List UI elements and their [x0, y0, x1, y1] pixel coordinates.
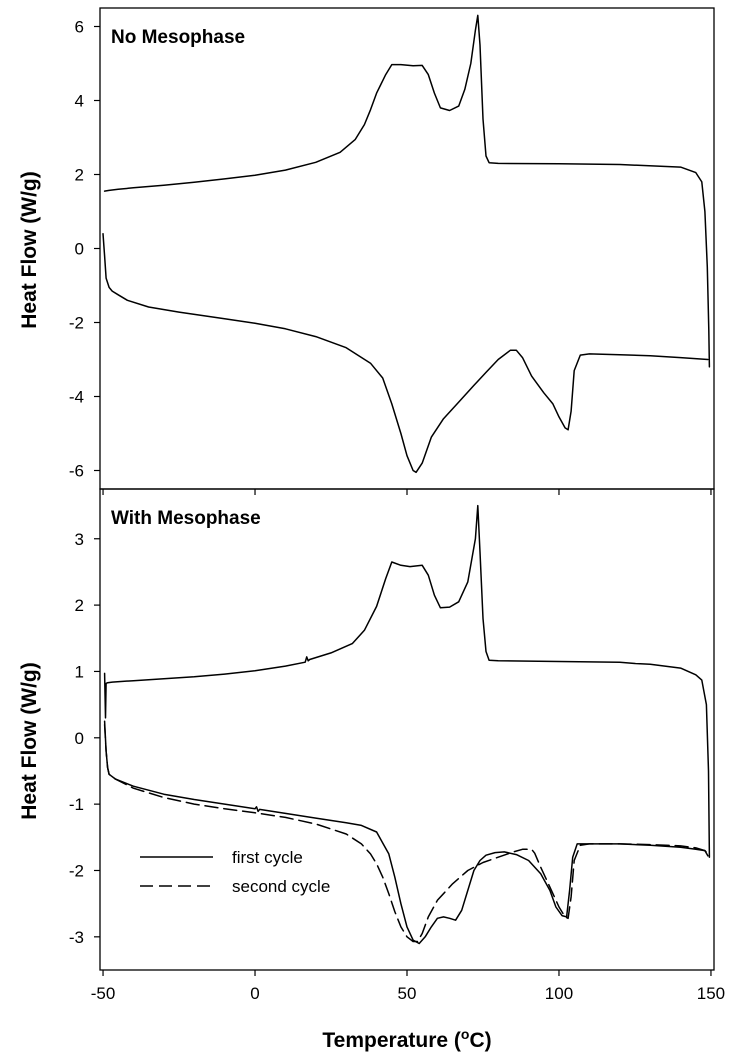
- x-tick-label: -50: [91, 984, 116, 1003]
- top-panel-title: No Mesophase: [111, 27, 245, 48]
- top-y-axis-title: Heat Flow (W/g): [18, 171, 41, 328]
- panel-frame-1: [99, 7, 715, 490]
- x-axis-title: Temperature (oC): [322, 1026, 491, 1052]
- top-curve-first-cycle-1: [103, 14, 711, 368]
- bottom-curve-second-cycle: [103, 723, 709, 943]
- bottom-y-axis-title: Heat Flow (W/g): [18, 662, 41, 819]
- y-tick-label: 2: [75, 596, 84, 615]
- x-tick-label: 50: [398, 984, 417, 1003]
- y-tick-label: 3: [75, 530, 84, 549]
- legend-label-second-cycle: second cycle: [232, 877, 330, 896]
- y-tick-label: 6: [75, 18, 84, 37]
- y-tick-label: 0: [75, 729, 84, 748]
- curves-layer: [102, 14, 711, 945]
- x-tick-label: 150: [697, 984, 725, 1003]
- y-tick-label: -6: [69, 462, 84, 481]
- panel-frame-2: [99, 488, 715, 971]
- bottom-curve-first-cycle-2: [103, 720, 709, 945]
- y-tick-label: 4: [75, 92, 84, 111]
- top-curve-first-cycle-2: [102, 232, 709, 474]
- x-tick-label: 0: [250, 984, 259, 1003]
- y-tick-label: -2: [69, 314, 84, 333]
- y-tick-label: 0: [75, 240, 84, 259]
- y-tick-label: 1: [75, 662, 84, 681]
- y-tick-label: -4: [69, 388, 84, 407]
- legend: first cycle second cycle: [140, 848, 330, 896]
- y-tick-label: 2: [75, 166, 84, 185]
- bottom-curve-first-cycle-1: [103, 504, 711, 858]
- y-tick-label: -3: [69, 928, 84, 947]
- y-tick-label: -1: [69, 795, 84, 814]
- bottom-panel-title: With Mesophase: [111, 508, 261, 529]
- x-tick-label: 100: [545, 984, 573, 1003]
- legend-label-first-cycle: first cycle: [232, 848, 303, 867]
- y-tick-label: -2: [69, 861, 84, 880]
- ticks-layer: -6 -4 -2 0 2 4 6 -3 -2 -1 0 1 2 3 -50 0 50 100 150: [69, 18, 725, 1004]
